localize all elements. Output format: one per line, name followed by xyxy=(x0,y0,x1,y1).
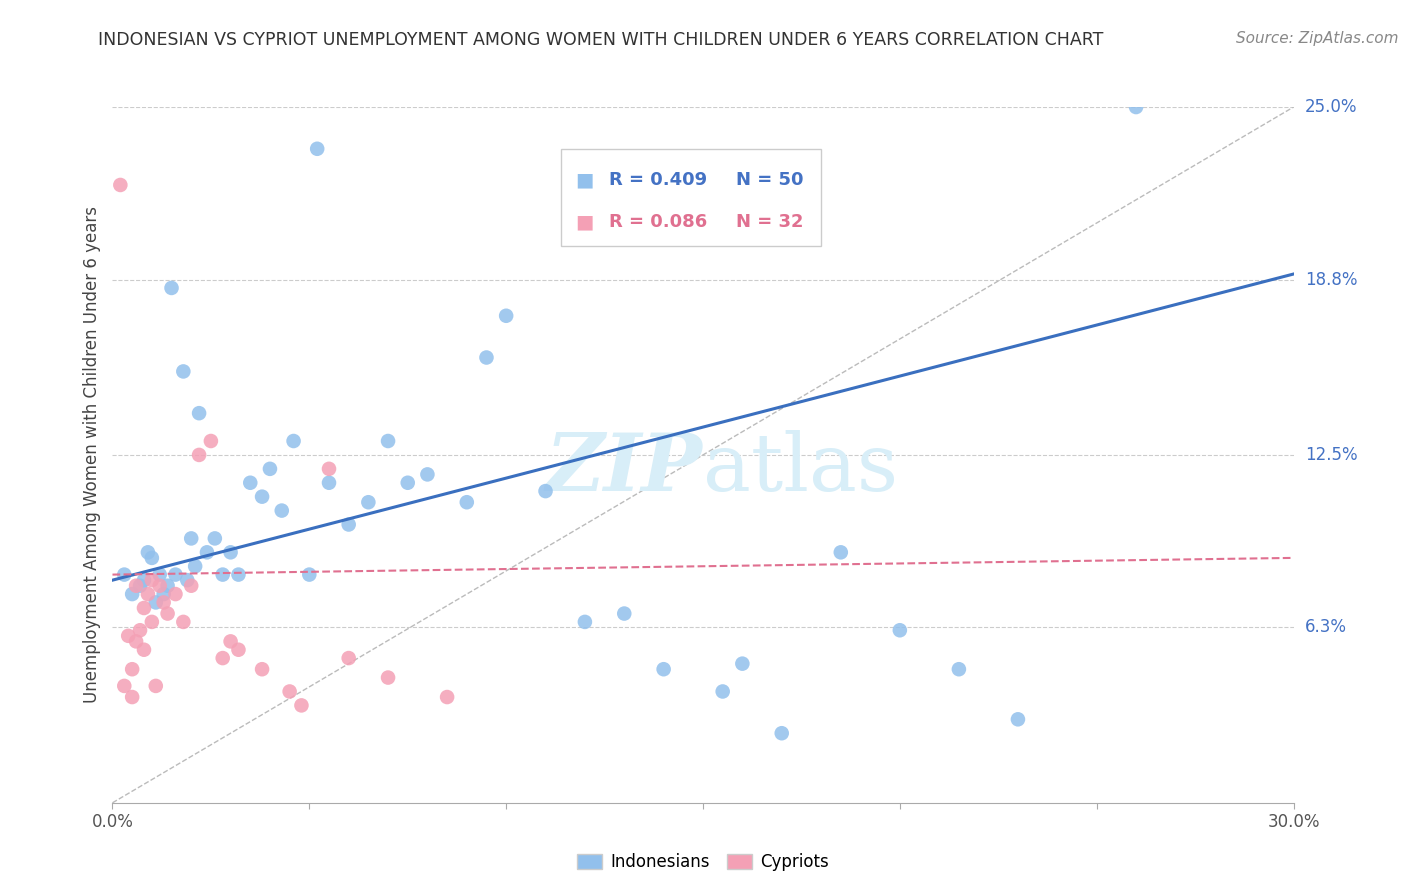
Point xyxy=(307,142,329,156)
Point xyxy=(165,587,187,601)
Point xyxy=(121,662,143,676)
Text: Source: ZipAtlas.com: Source: ZipAtlas.com xyxy=(1236,31,1399,46)
Y-axis label: Unemployment Among Women with Children Under 6 years: Unemployment Among Women with Children U… xyxy=(83,206,101,704)
Point xyxy=(337,651,360,665)
Point xyxy=(172,364,194,378)
Text: 18.8%: 18.8% xyxy=(1305,270,1357,289)
Point xyxy=(377,671,399,685)
Text: atlas: atlas xyxy=(703,430,898,508)
Point xyxy=(141,550,163,565)
Point xyxy=(228,642,250,657)
Point xyxy=(948,662,970,676)
Legend: Indonesians, Cypriots: Indonesians, Cypriots xyxy=(571,847,835,878)
Point xyxy=(436,690,458,704)
Text: ZIP: ZIP xyxy=(546,430,703,508)
Point xyxy=(219,634,242,648)
Point xyxy=(172,615,194,629)
Point xyxy=(250,490,273,504)
Point xyxy=(534,484,557,499)
Point xyxy=(156,579,179,593)
Point xyxy=(121,690,143,704)
Point xyxy=(889,624,911,638)
Point xyxy=(770,726,793,740)
Point xyxy=(456,495,478,509)
Point xyxy=(211,651,233,665)
Point xyxy=(204,532,226,546)
Point xyxy=(377,434,399,448)
Point xyxy=(239,475,262,490)
Point xyxy=(396,475,419,490)
Point xyxy=(574,615,596,629)
Point xyxy=(290,698,312,713)
Point xyxy=(495,309,517,323)
Point xyxy=(149,579,172,593)
Point xyxy=(652,662,675,676)
Point xyxy=(200,434,222,448)
Point xyxy=(357,495,380,509)
Text: INDONESIAN VS CYPRIOT UNEMPLOYMENT AMONG WOMEN WITH CHILDREN UNDER 6 YEARS CORRE: INDONESIAN VS CYPRIOT UNEMPLOYMENT AMONG… xyxy=(98,31,1104,49)
Point xyxy=(132,601,155,615)
Point xyxy=(145,595,167,609)
Point xyxy=(149,567,172,582)
Point xyxy=(132,642,155,657)
Text: R = 0.086: R = 0.086 xyxy=(609,213,707,231)
Point xyxy=(121,587,143,601)
Point xyxy=(180,579,202,593)
Point xyxy=(176,573,198,587)
Point xyxy=(1125,100,1147,114)
Point xyxy=(475,351,498,365)
Text: R = 0.409: R = 0.409 xyxy=(609,171,707,189)
Point xyxy=(416,467,439,482)
Text: ■: ■ xyxy=(575,170,593,190)
Point xyxy=(160,281,183,295)
Text: 25.0%: 25.0% xyxy=(1305,98,1357,116)
Point xyxy=(188,406,211,420)
Point xyxy=(188,448,211,462)
Point xyxy=(156,607,179,621)
Point xyxy=(125,634,148,648)
Point xyxy=(132,573,155,587)
Point xyxy=(711,684,734,698)
Point xyxy=(180,532,202,546)
Point xyxy=(184,559,207,574)
Point xyxy=(112,567,135,582)
Point xyxy=(830,545,852,559)
Point xyxy=(731,657,754,671)
Point xyxy=(228,567,250,582)
Text: N = 32: N = 32 xyxy=(737,213,804,231)
Text: ■: ■ xyxy=(575,212,593,231)
Point xyxy=(165,567,187,582)
Point xyxy=(250,662,273,676)
Point xyxy=(1007,712,1029,726)
Point xyxy=(112,679,135,693)
Point xyxy=(211,567,233,582)
Point xyxy=(318,462,340,476)
Point xyxy=(117,629,139,643)
Point xyxy=(270,503,292,517)
Text: 6.3%: 6.3% xyxy=(1305,618,1347,637)
Point xyxy=(141,615,163,629)
Point xyxy=(141,573,163,587)
Point xyxy=(152,595,174,609)
Point xyxy=(110,178,132,192)
Point xyxy=(318,475,340,490)
Point xyxy=(278,684,301,698)
Point xyxy=(152,587,174,601)
Point xyxy=(298,567,321,582)
FancyBboxPatch shape xyxy=(561,149,821,246)
Point xyxy=(136,545,159,559)
Point xyxy=(283,434,305,448)
Point xyxy=(195,545,218,559)
Text: N = 50: N = 50 xyxy=(737,171,804,189)
Point xyxy=(613,607,636,621)
Point xyxy=(129,624,152,638)
Point xyxy=(219,545,242,559)
Point xyxy=(129,579,152,593)
Point xyxy=(145,679,167,693)
Text: 12.5%: 12.5% xyxy=(1305,446,1357,464)
Point xyxy=(259,462,281,476)
Point xyxy=(337,517,360,532)
Point xyxy=(125,579,148,593)
Point xyxy=(136,587,159,601)
